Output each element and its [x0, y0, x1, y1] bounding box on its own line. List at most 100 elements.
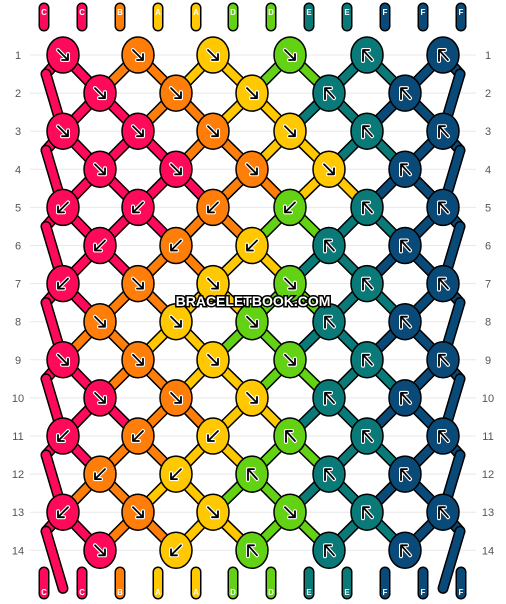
arrow-icon [400, 163, 411, 177]
knot [196, 493, 230, 531]
arrow-icon [246, 239, 258, 252]
row-number: 5 [485, 202, 491, 214]
knot [121, 36, 155, 74]
knot [273, 112, 307, 150]
arrow-icon [438, 125, 449, 139]
arrow-icon [94, 87, 106, 99]
row-number: 3 [485, 126, 491, 138]
row-number: 8 [485, 317, 491, 329]
knot [312, 150, 346, 189]
arrow-icon [207, 277, 219, 290]
row-number: 11 [482, 431, 493, 443]
knot [46, 112, 80, 150]
arrow-icon [362, 49, 373, 62]
arrow-icon [400, 87, 411, 100]
knot [159, 531, 193, 570]
arrow-icon [438, 49, 449, 62]
knot [83, 150, 117, 189]
arrow-icon [362, 430, 373, 443]
row-number: 10 [12, 393, 24, 405]
row-number: 2 [15, 88, 21, 100]
row-number: 6 [485, 241, 491, 253]
knot [388, 379, 422, 417]
arrow-icon [400, 468, 411, 482]
knot [121, 341, 155, 379]
arrow-icon [132, 506, 144, 519]
bottom-string-label: D [230, 588, 236, 597]
knot [312, 455, 346, 493]
arrow-icon [132, 277, 144, 290]
row-number: 9 [15, 355, 21, 367]
bottom-string-label: D [268, 588, 274, 597]
arrow-icon [57, 125, 69, 138]
row-number: 14 [12, 545, 24, 557]
bottom-string-label: F [421, 588, 426, 597]
row-number: 4 [485, 164, 491, 176]
knot [235, 74, 269, 112]
knot [350, 188, 384, 227]
knot [159, 226, 193, 265]
knot [350, 417, 384, 455]
knot [121, 417, 155, 455]
arrow-icon [324, 87, 335, 100]
top-string-label: C [41, 8, 47, 17]
arrow-icon [246, 391, 258, 404]
knot [196, 36, 230, 74]
knot [426, 264, 460, 303]
arrow-icon [324, 544, 335, 558]
knot [46, 264, 80, 303]
arrow-icon [170, 239, 182, 252]
row-number: 10 [482, 393, 494, 405]
top-string-label: A [193, 8, 199, 17]
edge-thread [42, 527, 67, 593]
top-string-label: E [306, 8, 312, 17]
row-number: 2 [485, 88, 491, 100]
knot [235, 302, 269, 341]
arrow-icon [400, 391, 411, 405]
arrow-icon [324, 315, 335, 329]
knot [388, 74, 422, 112]
arrow-icon [284, 506, 296, 519]
arrow-icon [170, 163, 182, 176]
arrow-icon [132, 353, 144, 366]
arrow-icon [247, 468, 258, 482]
arrow-icon [284, 49, 296, 61]
arrow-icon [170, 87, 182, 99]
arrow-icon [438, 277, 449, 291]
top-string-label: D [230, 8, 236, 17]
arrow-icon [362, 277, 373, 291]
knot [426, 417, 460, 455]
top-string-label: A [155, 8, 161, 17]
arrow-icon [247, 544, 258, 558]
top-string-label: E [344, 8, 350, 17]
arrow-icon [94, 468, 106, 481]
knot [388, 302, 422, 341]
top-string-label: B [117, 8, 123, 17]
bottom-string-label: C [79, 588, 85, 597]
knot-grid [46, 36, 460, 570]
knot [426, 112, 460, 150]
row-number: 12 [482, 469, 494, 481]
top-string-label: D [268, 8, 274, 17]
knot [159, 379, 193, 417]
knot [273, 264, 307, 303]
arrow-icon [57, 49, 69, 61]
arrow-icon [284, 201, 296, 214]
arrow-icon [207, 430, 219, 442]
arrow-icon [246, 315, 258, 328]
arrow-icon [246, 163, 258, 176]
row-number: 13 [12, 507, 24, 519]
knot [83, 455, 117, 493]
top-string-label: F [383, 8, 388, 17]
arrow-icon [170, 544, 182, 557]
knot [388, 226, 422, 265]
arrow-icon [246, 87, 258, 99]
watermark-text: BRACELETBOOK.COM [176, 293, 331, 309]
arrow-icon [284, 277, 296, 290]
arrow-icon [57, 430, 69, 442]
knot [121, 493, 155, 531]
row-number: 1 [15, 50, 21, 62]
